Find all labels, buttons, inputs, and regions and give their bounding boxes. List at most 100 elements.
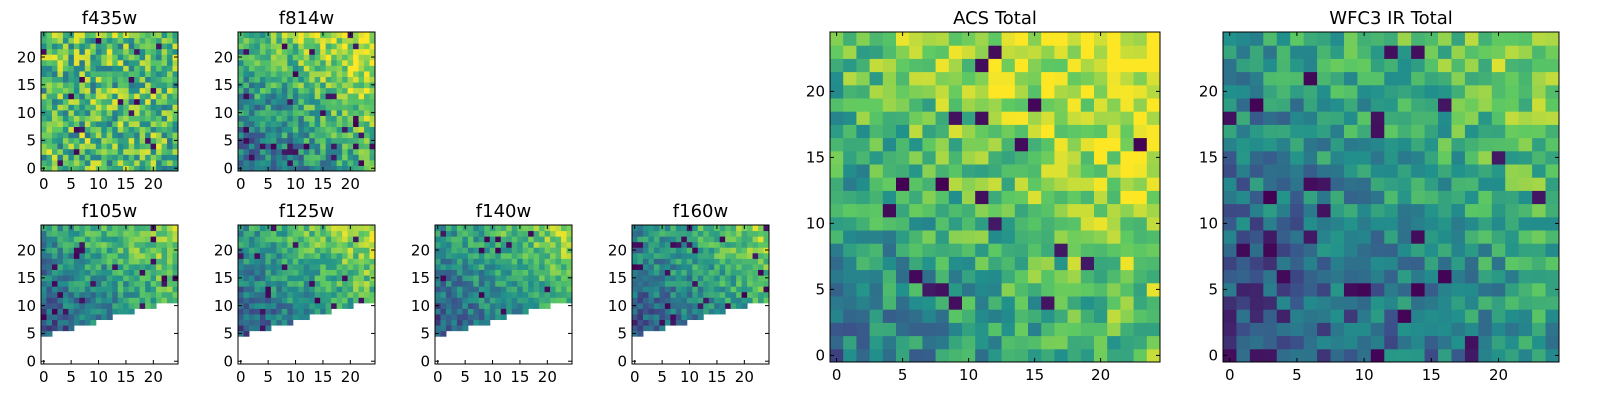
heatmap-cell [134, 132, 141, 139]
heatmap-cell [1491, 111, 1506, 125]
heatmap-cell [106, 143, 113, 150]
heatmap-cell [73, 76, 80, 83]
heatmap-cell [353, 65, 360, 72]
heatmap-cell [358, 159, 365, 166]
heatmap-cell [1505, 124, 1520, 139]
heatmap-cell [314, 37, 321, 44]
heatmap-cell [511, 236, 518, 243]
heatmap-cell [988, 282, 1003, 297]
heatmap-cell [988, 230, 1003, 244]
heatmap-cell [259, 104, 266, 111]
heatmap-cell [561, 269, 568, 276]
heatmap-cell [1041, 111, 1055, 125]
heatmap-cell [1464, 243, 1479, 257]
heatmap-cell [254, 286, 261, 293]
heatmap-cell [642, 241, 649, 248]
heatmap-cell [1223, 309, 1237, 323]
heatmap-cell [364, 115, 371, 122]
heatmap-cell [101, 308, 108, 315]
heatmap-cell [1438, 322, 1452, 337]
y-tick-label: 20 [411, 241, 430, 259]
heatmap-cell [238, 308, 244, 315]
heatmap-cell [248, 132, 255, 139]
heatmap-cell [46, 280, 53, 287]
heatmap-cell [909, 269, 923, 284]
heatmap-cell [79, 286, 86, 293]
heatmap-cell [632, 313, 638, 321]
heatmap-cell [909, 256, 923, 271]
heatmap-cell [1330, 203, 1345, 218]
heatmap-cell [752, 286, 759, 293]
heatmap-cell [51, 286, 58, 293]
heatmap-cell [703, 230, 710, 237]
heatmap-cell [659, 280, 666, 287]
heatmap-cell [243, 330, 250, 337]
y-tick-label: 5 [223, 325, 233, 343]
heatmap-cell [1080, 269, 1095, 284]
heatmap-cell [1370, 137, 1385, 152]
heatmap-cell [1451, 164, 1466, 178]
heatmap-cell [369, 159, 376, 166]
heatmap-cell [287, 165, 294, 172]
heatmap-cell [869, 164, 884, 178]
heatmap-cell [632, 263, 638, 270]
heatmap-cell [84, 230, 91, 237]
heatmap-cell [1518, 269, 1533, 284]
heatmap-cell [79, 120, 86, 128]
heatmap-cell [697, 258, 704, 265]
heatmap-cell [167, 230, 174, 237]
heatmap-cell [1146, 256, 1161, 271]
heatmap-cell [659, 286, 666, 293]
heatmap-cell [1236, 58, 1251, 73]
heatmap-cell [41, 313, 47, 321]
heatmap-cell [46, 297, 53, 304]
heatmap-cell [265, 159, 272, 166]
heatmap-cell [1133, 111, 1148, 125]
heatmap-cell [167, 252, 174, 259]
heatmap-cell [90, 120, 97, 128]
heatmap-cell [435, 236, 441, 243]
heatmap-cell [73, 297, 80, 304]
heatmap-cell [342, 230, 349, 237]
heatmap-cell [730, 247, 737, 254]
heatmap-cell [342, 32, 349, 39]
heatmap-cell [243, 132, 250, 139]
heatmap-cell [1133, 190, 1148, 205]
heatmap-cell [1317, 177, 1332, 191]
heatmap-cell [1545, 32, 1560, 46]
heatmap-cell [259, 82, 266, 89]
heatmap-cell [896, 124, 910, 139]
heatmap-cell [1370, 98, 1385, 112]
heatmap-cell [962, 150, 976, 165]
heatmap-cell [347, 132, 354, 139]
heatmap-cell [882, 164, 897, 178]
heatmap-cell [1094, 164, 1108, 178]
heatmap-cell [254, 37, 261, 44]
heatmap-cell [1014, 243, 1029, 257]
heatmap-cell [270, 263, 277, 270]
heatmap-cell [522, 269, 529, 276]
heatmap-cell [1236, 322, 1251, 337]
heatmap-cell [276, 154, 283, 161]
heatmap-cell [736, 252, 743, 259]
heatmap-cell [106, 159, 113, 166]
heatmap-cell [84, 54, 91, 61]
heatmap-cell [68, 93, 75, 100]
heatmap-cell [128, 247, 135, 254]
heatmap-cell [692, 247, 699, 254]
heatmap-cell [79, 76, 86, 83]
heatmap-cell [741, 275, 748, 282]
heatmap-cell [843, 335, 857, 350]
heatmap-cell [238, 269, 244, 276]
heatmap-cell [358, 87, 365, 94]
heatmap-cell [659, 241, 666, 248]
x-tick-label: 5 [898, 366, 908, 384]
heatmap-cell [869, 203, 884, 218]
heatmap-cell [95, 109, 102, 116]
heatmap-cell [550, 225, 557, 232]
heatmap-cell [975, 58, 989, 73]
heatmap-cell [1317, 190, 1332, 205]
heatmap-cell [681, 247, 688, 254]
heatmap-cell [248, 225, 255, 232]
heatmap-cell [79, 225, 86, 232]
